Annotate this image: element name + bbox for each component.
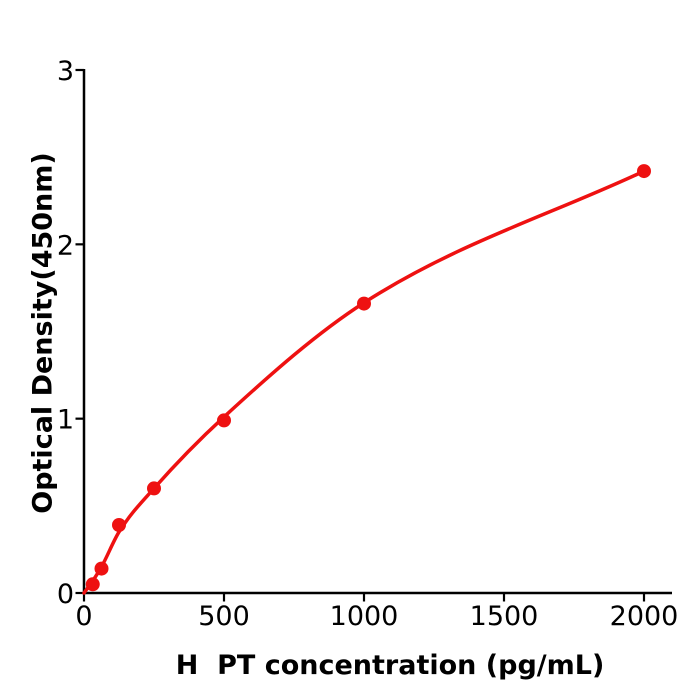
data-point — [147, 481, 161, 496]
data-point — [357, 296, 371, 311]
y-axis-title: Optical Density(450nm) — [27, 152, 59, 514]
data-point — [94, 561, 109, 576]
fit-curve — [82, 169, 646, 595]
x-tick-label: 1500 — [470, 601, 539, 632]
x-tick-label: 1000 — [330, 601, 399, 632]
y-tick-label: 1 — [57, 405, 74, 436]
x-tick-label: 2000 — [610, 601, 679, 632]
data-point — [85, 577, 100, 592]
y-tick-label: 3 — [57, 56, 74, 87]
x-tick-label: 0 — [75, 601, 92, 632]
data-point — [217, 413, 231, 428]
y-tick-label: 0 — [57, 579, 74, 610]
data-point — [637, 164, 651, 179]
x-tick-label: 500 — [198, 601, 250, 632]
data-point — [112, 518, 126, 533]
x-axis-title: H PT concentration (pg/mL) — [175, 650, 605, 681]
y-tick-label: 2 — [57, 230, 74, 261]
